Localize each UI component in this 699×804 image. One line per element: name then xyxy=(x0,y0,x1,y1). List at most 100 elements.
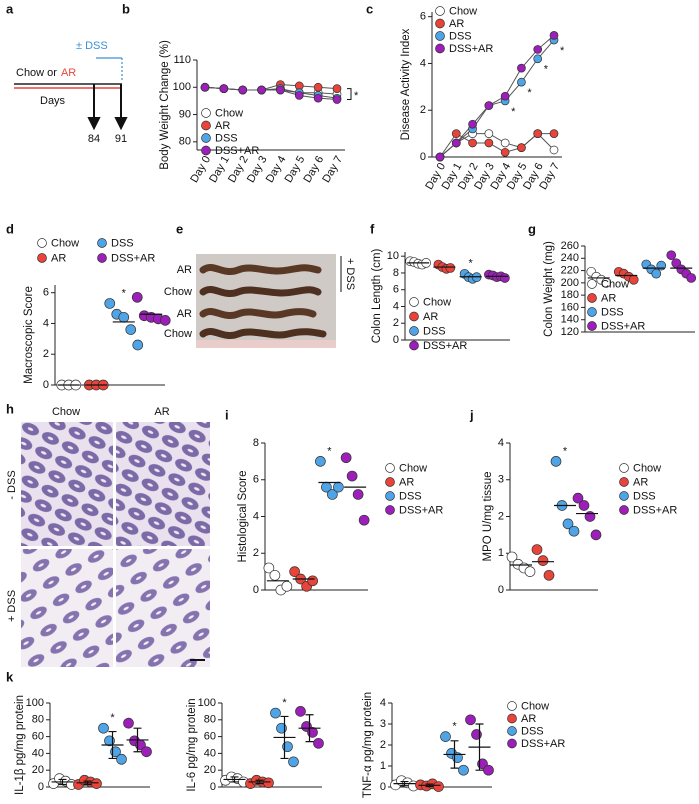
colon xyxy=(199,285,322,297)
y-tick-label: 4 xyxy=(420,57,426,69)
legend-label: DSS xyxy=(111,237,134,249)
panel-letter: h xyxy=(6,401,14,416)
panel-e: e AR Chow AR Chow + DSS xyxy=(164,221,356,348)
significance: * xyxy=(560,45,565,57)
legend-marker xyxy=(385,505,395,515)
legend-label: Chow xyxy=(633,462,661,474)
point xyxy=(352,489,364,500)
histology-image xyxy=(116,422,210,546)
y-tick-label: 40 xyxy=(32,747,44,759)
point xyxy=(313,737,324,749)
y-tick-label: 100 xyxy=(173,81,191,93)
y-tick-label: 2 xyxy=(253,547,259,559)
point xyxy=(288,756,299,768)
point xyxy=(91,778,102,789)
point xyxy=(533,54,543,64)
y-tick-label: 180 xyxy=(561,289,579,301)
y-axis-label: Disease Activity Index xyxy=(400,28,412,140)
point xyxy=(307,575,318,587)
point xyxy=(500,138,510,148)
diet-text: Chow or xyxy=(16,67,57,79)
y-tick-label: 100 xyxy=(198,697,216,709)
point xyxy=(104,298,116,309)
legend-marker xyxy=(37,238,47,248)
y-tick-label: 20 xyxy=(32,764,44,776)
point xyxy=(238,85,248,95)
point xyxy=(116,753,127,765)
point xyxy=(132,339,144,351)
legend-label: Chow xyxy=(215,107,243,119)
y-tick-label: 200 xyxy=(561,277,579,289)
legend-label: Chow xyxy=(399,462,427,474)
y-tick-label: 60 xyxy=(32,731,44,743)
y-tick-label: 90 xyxy=(179,108,191,120)
y-tick-label: 1 xyxy=(380,760,386,772)
point xyxy=(500,147,510,157)
row-label: - DSS xyxy=(6,470,18,499)
point xyxy=(543,569,555,581)
y-tick-label: 6 xyxy=(420,11,426,23)
legend-label: AR xyxy=(215,120,230,132)
legend-marker xyxy=(587,279,597,289)
y-axis-label: MPO U/mg tissue xyxy=(482,471,494,561)
point xyxy=(468,138,477,148)
y-tick-label: 0 xyxy=(43,379,49,391)
y-axis-label: Body Weight Change (%) xyxy=(159,40,171,170)
legend-label: DSS+AR xyxy=(601,320,645,332)
point xyxy=(313,82,323,92)
point xyxy=(123,717,134,729)
legend-marker xyxy=(507,701,517,711)
y-tick-label: 4 xyxy=(393,300,399,312)
point xyxy=(219,84,229,93)
point xyxy=(524,566,536,577)
legend-label: DSS xyxy=(521,725,544,737)
significance-bracket xyxy=(347,88,352,101)
y-tick-label: 8 xyxy=(253,437,259,449)
point xyxy=(484,138,494,148)
row-label: + DSS xyxy=(6,590,18,622)
ruler xyxy=(196,340,336,348)
histology-image xyxy=(21,422,113,546)
panel-letter: b xyxy=(122,1,130,16)
y-tick-label: 40 xyxy=(204,747,216,759)
panel-h: h Chow AR - DSS + DSS xyxy=(6,401,210,667)
y-tick-label: 3 xyxy=(498,474,504,486)
point xyxy=(346,470,358,482)
legend-label: DSS+AR xyxy=(633,504,677,516)
column-label: Chow xyxy=(52,406,80,418)
legend-marker xyxy=(587,321,597,331)
legend-label: Chow xyxy=(423,296,451,308)
point xyxy=(590,529,602,541)
legend-marker xyxy=(409,311,419,322)
point xyxy=(200,82,210,92)
y-tick-label: 4 xyxy=(498,437,504,449)
legend-marker xyxy=(409,326,419,336)
panel-letter: k xyxy=(6,669,14,684)
point xyxy=(465,714,476,726)
point xyxy=(98,722,109,734)
y-tick-label: 2 xyxy=(420,104,426,116)
legend-marker xyxy=(507,713,517,724)
legend-marker xyxy=(507,738,517,749)
point xyxy=(666,250,677,261)
row-label: Chow xyxy=(164,286,192,298)
significance: * xyxy=(452,721,457,733)
significance: * xyxy=(354,90,359,102)
point xyxy=(276,85,285,95)
legend-marker xyxy=(619,505,629,515)
y-tick-label: 0 xyxy=(420,151,426,163)
point xyxy=(549,145,559,155)
point xyxy=(651,268,662,279)
y-tick-label: 2 xyxy=(498,510,504,522)
point xyxy=(263,562,275,574)
legend-marker xyxy=(201,145,211,156)
y-tick-label: 8 xyxy=(393,267,399,279)
y-tick-label: 160 xyxy=(561,301,579,313)
panel-letter: i xyxy=(225,407,229,422)
legend-label: Chow xyxy=(601,278,629,290)
y-tick-label: 4 xyxy=(380,697,386,709)
point xyxy=(517,77,526,87)
legend-marker xyxy=(409,340,419,351)
legend-label: AR xyxy=(51,252,66,264)
y-tick-label: 6 xyxy=(393,284,399,296)
